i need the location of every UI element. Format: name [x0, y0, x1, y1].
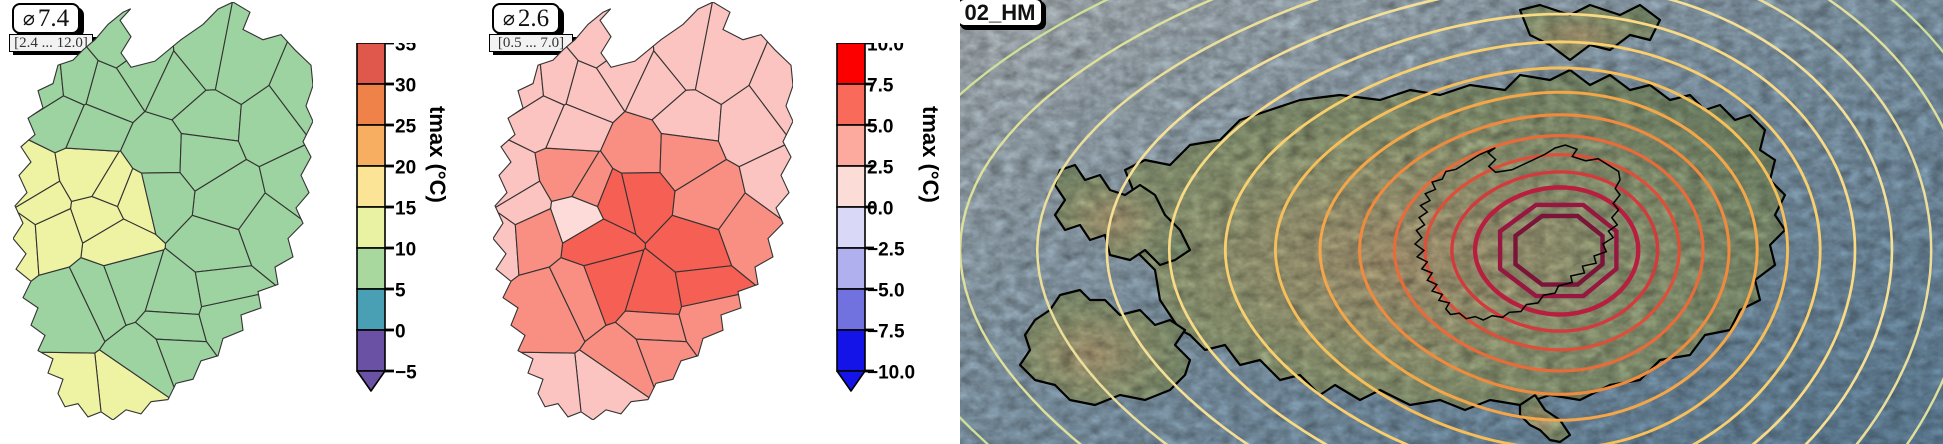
svg-text:0.0: 0.0: [867, 199, 893, 220]
svg-text:0: 0: [395, 322, 406, 343]
svg-text:15: 15: [395, 199, 417, 220]
svg-text:20: 20: [395, 158, 416, 179]
svg-text:10: 10: [395, 240, 416, 261]
svg-text:2.5: 2.5: [867, 158, 894, 179]
svg-text:5: 5: [395, 281, 406, 302]
svg-text:30: 30: [395, 76, 416, 97]
svg-text:35: 35: [395, 43, 417, 56]
svg-text:−5: −5: [395, 363, 417, 384]
svg-text:−7.5: −7.5: [867, 322, 905, 343]
svg-text:25: 25: [395, 117, 417, 138]
svg-text:−2.5: −2.5: [867, 240, 905, 261]
svg-text:−10.0: −10.0: [867, 363, 915, 384]
svg-text:10.0: 10.0: [867, 43, 904, 56]
svg-text:7.5: 7.5: [867, 76, 894, 97]
svg-text:5.0: 5.0: [867, 117, 893, 138]
svg-text:−5.0: −5.0: [867, 281, 905, 302]
